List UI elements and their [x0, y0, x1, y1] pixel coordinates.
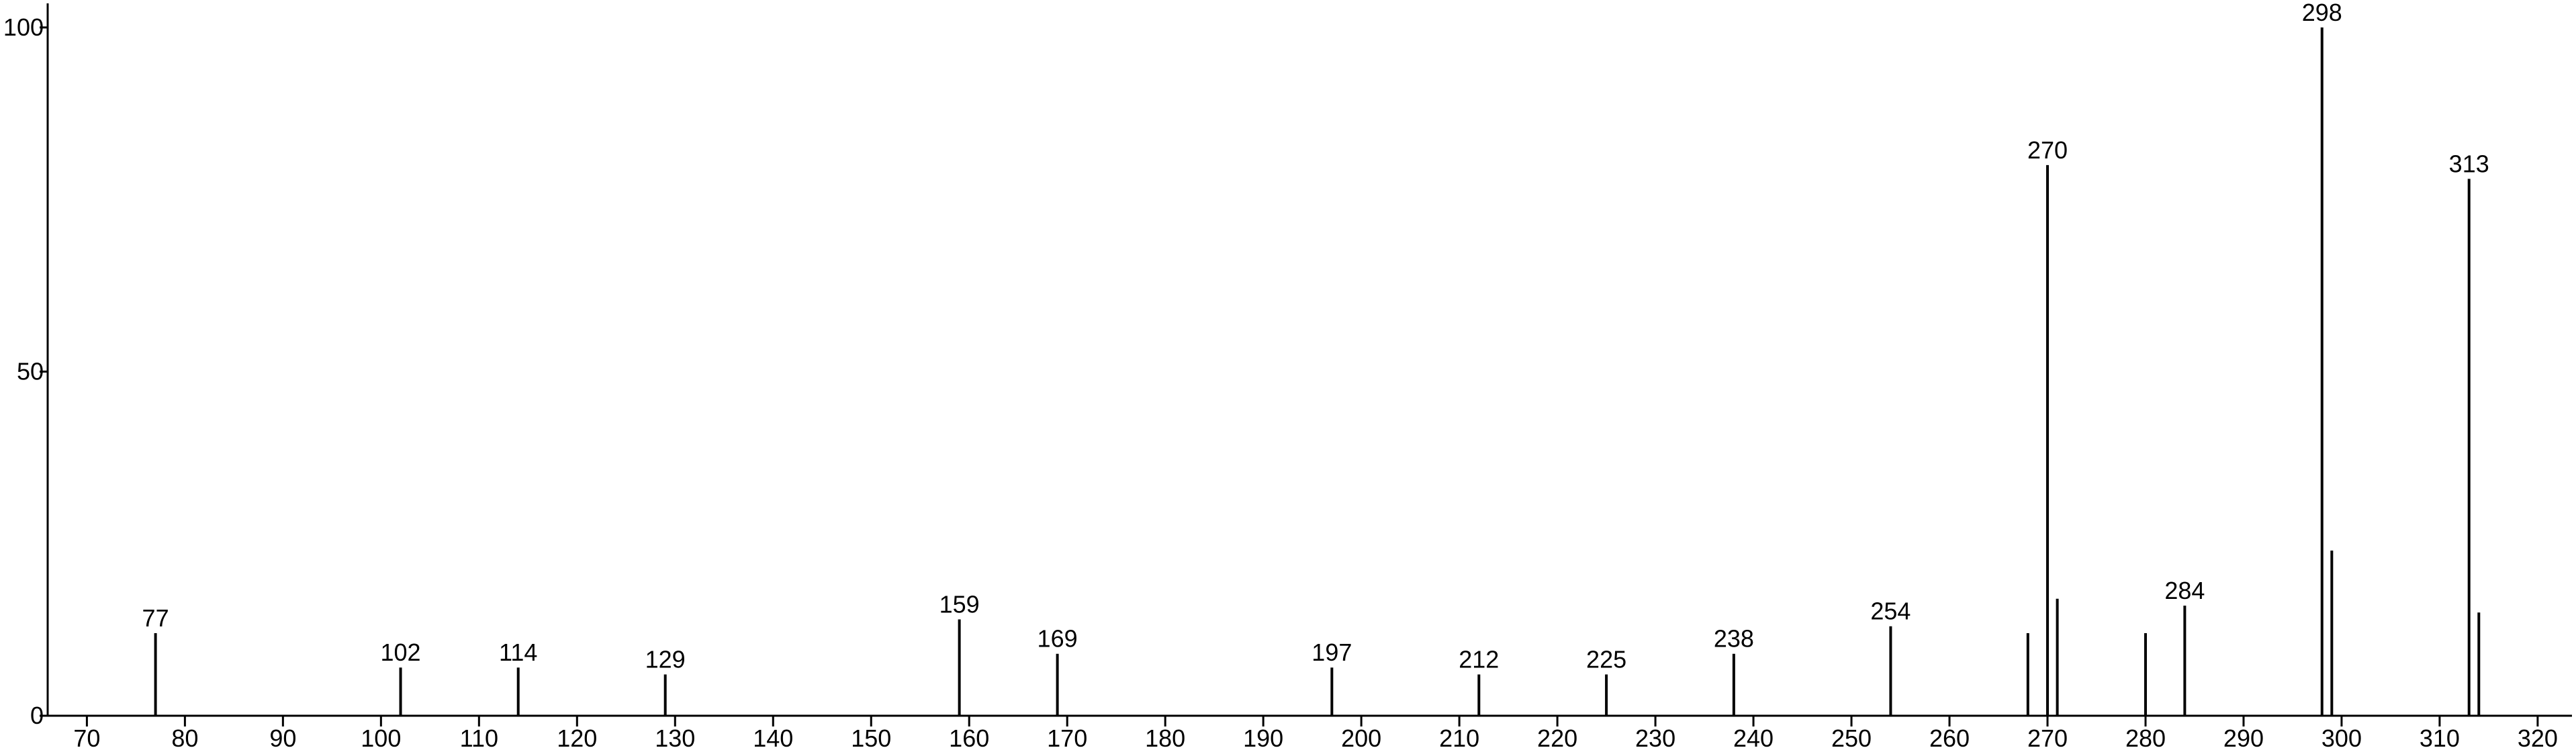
peak-label: 129 — [645, 645, 686, 673]
x-tick-label: 210 — [1439, 724, 1479, 752]
peak-label: 114 — [499, 639, 537, 666]
peak-label: 254 — [1870, 598, 1911, 625]
x-tick-label: 170 — [1047, 724, 1087, 752]
x-tick-label: 140 — [753, 724, 793, 752]
x-tick-label: 180 — [1145, 724, 1185, 752]
x-tick-label: 160 — [949, 724, 989, 752]
peak-label: 313 — [2449, 150, 2489, 177]
peak-label: 197 — [1312, 639, 1352, 666]
x-tick-label: 200 — [1341, 724, 1381, 752]
peak-label: 238 — [1714, 625, 1754, 653]
x-tick-label: 290 — [2223, 724, 2264, 752]
x-tick-label: 280 — [2125, 724, 2166, 752]
peak-label: 77 — [142, 604, 169, 632]
x-tick-label: 250 — [1831, 724, 1872, 752]
peak-label: 298 — [2302, 0, 2342, 26]
peak-label: 102 — [380, 639, 420, 666]
y-tick-label: 100 — [3, 13, 44, 41]
peak-label: 284 — [2164, 577, 2205, 604]
x-tick-label: 90 — [269, 724, 296, 752]
x-tick-label: 220 — [1537, 724, 1577, 752]
x-tick-label: 260 — [1929, 724, 1970, 752]
x-tick-label: 130 — [655, 724, 695, 752]
peak-label: 270 — [2027, 136, 2068, 164]
peak-label: 159 — [939, 590, 980, 618]
x-tick-label: 300 — [2321, 724, 2362, 752]
x-tick-label: 270 — [2027, 724, 2068, 752]
peak-label: 169 — [1038, 625, 1078, 653]
peak-label: 225 — [1586, 645, 1626, 673]
x-tick-label: 310 — [2420, 724, 2460, 752]
x-tick-label: 120 — [557, 724, 597, 752]
x-tick-label: 100 — [361, 724, 401, 752]
x-tick-label: 110 — [460, 724, 498, 752]
y-tick-label: 0 — [30, 702, 44, 729]
x-tick-label: 150 — [851, 724, 891, 752]
x-tick-label: 70 — [73, 724, 100, 752]
x-tick-label: 190 — [1243, 724, 1283, 752]
x-tick-label: 320 — [2518, 724, 2558, 752]
peak-label: 212 — [1459, 645, 1499, 673]
y-tick-label: 50 — [17, 357, 44, 385]
x-tick-label: 80 — [171, 724, 198, 752]
x-tick-label: 230 — [1635, 724, 1675, 752]
x-tick-label: 240 — [1733, 724, 1774, 752]
